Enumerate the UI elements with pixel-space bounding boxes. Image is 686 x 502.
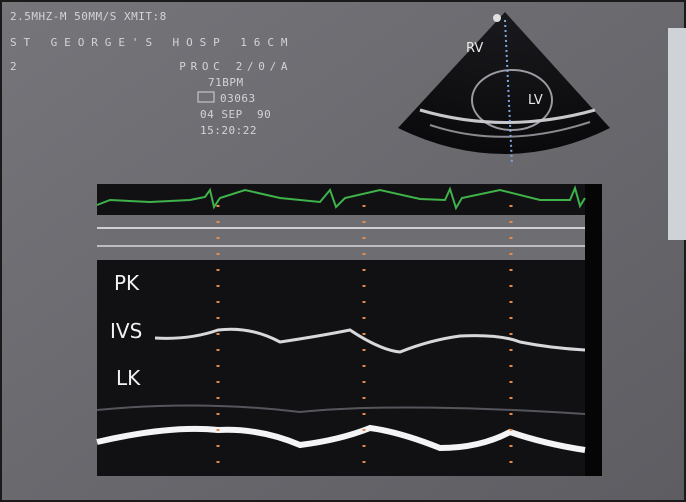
header-line: ST GEORGE'S HOSP 16CM [10,36,288,49]
header-line: 15:20:22 [200,124,257,137]
wall-echo [419,108,596,124]
header-line: 03063 [220,92,256,105]
ventricle-outline [471,69,553,131]
marker [493,14,501,22]
sector-label: RV [466,41,483,56]
ecg-trace [96,184,586,211]
header-line: 71BPM [208,76,244,89]
cursor-line [504,19,513,166]
m-mode-edge [585,184,602,476]
sector-image: RV LV [398,12,610,166]
patient-id-icon [197,91,215,103]
ivs-echo [154,327,586,354]
header-line: 04 SEP 90 [200,108,271,121]
chordae-echo [96,404,586,415]
m-mode-label: LK [116,366,141,390]
header-line: 2 PROC 2/0/A [10,60,288,73]
near-field-band [97,215,585,260]
m-mode-label: IVS [110,319,142,343]
m-mode-panel: PK IVS LK [96,184,602,476]
wall-echo [429,121,591,138]
side-scale-bar [668,28,686,240]
sector-label: LV [528,93,543,108]
header-line: 2.5MHZ-M 50MM/S XMIT:8 [10,10,167,23]
screen-header: 2.5MHZ-M 50MM/S XMIT:8 ST GEORGE'S HOSP … [10,10,288,137]
m-mode-label: PK [114,271,140,295]
